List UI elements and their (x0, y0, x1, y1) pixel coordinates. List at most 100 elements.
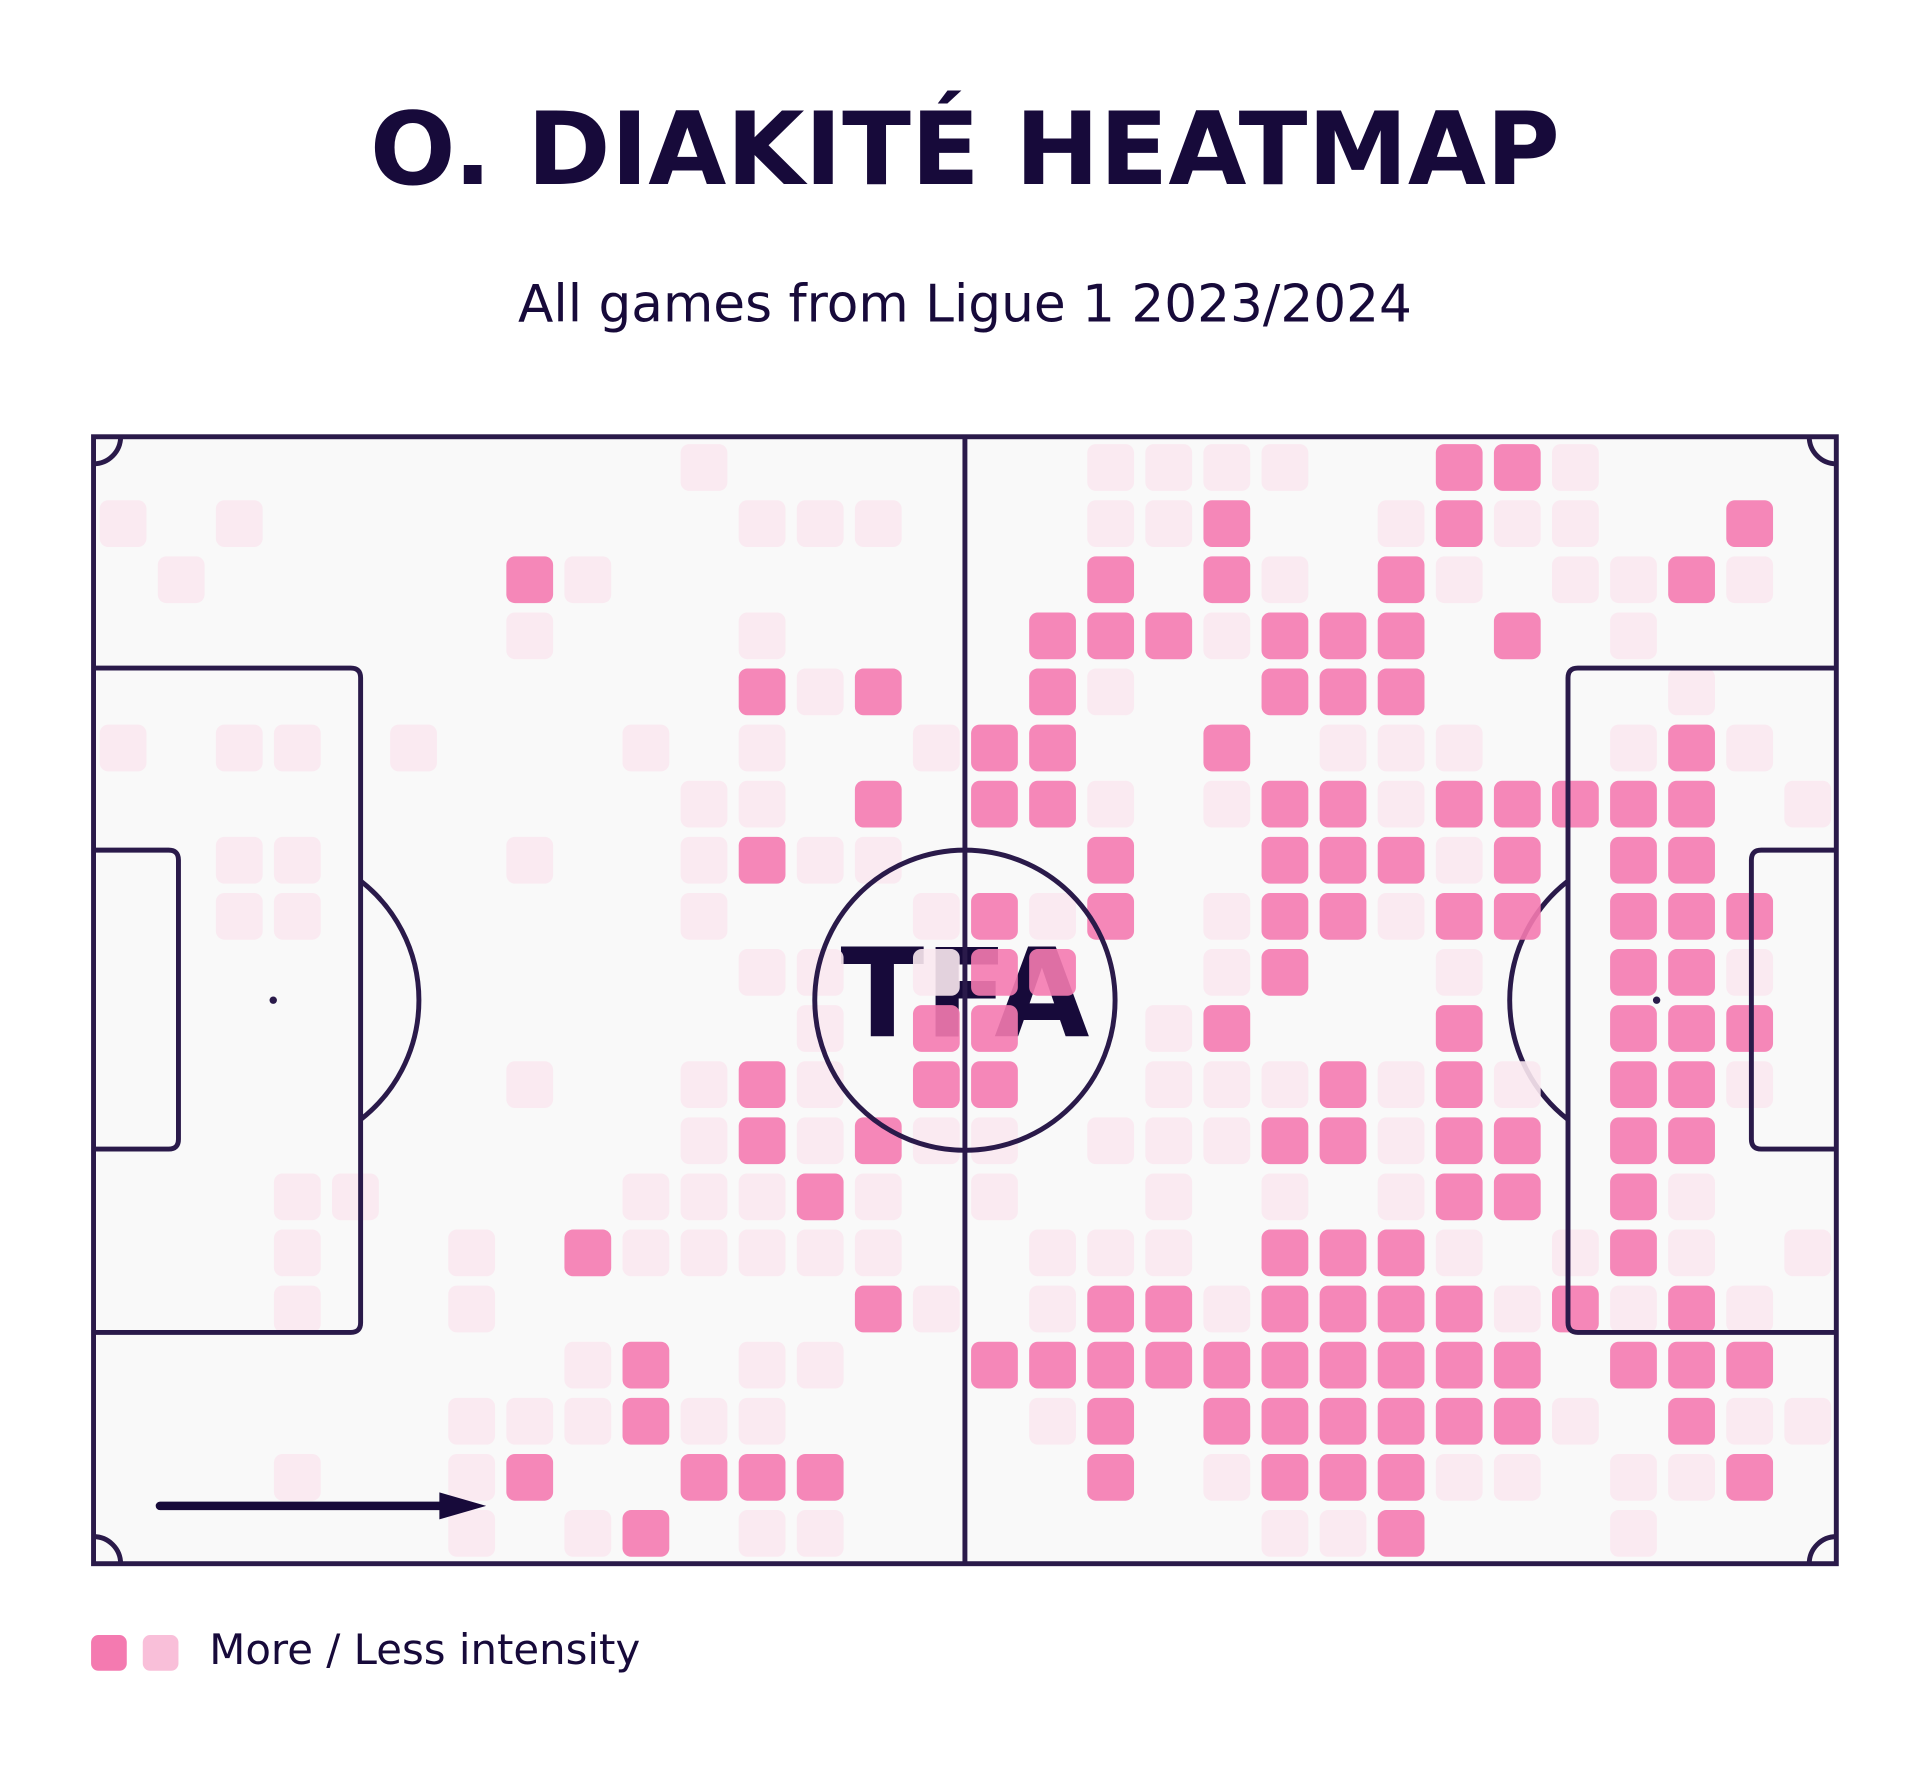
heat-cell (912, 1005, 960, 1052)
heat-cell (1726, 500, 1774, 547)
heat-cell (1435, 949, 1483, 996)
heat-cell (564, 1397, 612, 1445)
heat-cell (1319, 1285, 1367, 1333)
corner-arc (1806, 436, 1837, 467)
legend-swatch (142, 1635, 179, 1671)
heat-cell (1203, 1117, 1251, 1165)
heat-cell (215, 724, 263, 772)
heat-cell (1377, 556, 1425, 604)
heat-cell (796, 1453, 844, 1501)
heat-cell (1726, 724, 1774, 772)
penalty-box (93, 665, 364, 1335)
heat-cell (796, 1005, 844, 1052)
heat-cell (1261, 949, 1309, 996)
heat-cell (854, 500, 902, 547)
heat-cell (1726, 556, 1774, 604)
heat-cell (390, 724, 437, 772)
chart-title: O. DIAKITÉ HEATMAP (370, 89, 1560, 208)
heat-cell (1610, 556, 1657, 604)
heat-cell (1435, 1005, 1483, 1052)
goal-area (93, 847, 181, 1152)
heat-cell (1610, 1510, 1657, 1557)
heat-cell (971, 780, 1018, 828)
heat-cell (1435, 724, 1483, 772)
heat-cell (448, 1397, 496, 1445)
heat-cell (1377, 1341, 1425, 1389)
heat-cell (448, 1285, 496, 1333)
heat-cell (506, 556, 554, 604)
heat-cell (1203, 1005, 1251, 1052)
heat-cell (1668, 1341, 1715, 1389)
heat-cell (1203, 949, 1251, 996)
heat-cell (1668, 724, 1715, 772)
heat-cell (1668, 1005, 1715, 1052)
heat-cell (1435, 1285, 1483, 1333)
heat-cell (1203, 1285, 1251, 1333)
heat-cell (1203, 1397, 1251, 1445)
heat-cell (1203, 1453, 1251, 1501)
heat-cell (854, 1285, 902, 1333)
heat-cell (564, 1341, 612, 1389)
heat-cell (912, 892, 960, 940)
penalty-spot (269, 996, 277, 1004)
heat-cell (1493, 1173, 1541, 1221)
heat-cell (738, 1510, 786, 1557)
heat-cell (1435, 500, 1483, 547)
heat-cell (1552, 556, 1599, 604)
heat-cell (912, 949, 960, 996)
heat-cell (738, 1341, 786, 1389)
heat-cell (1610, 836, 1657, 884)
heat-cell (971, 1061, 1018, 1108)
heat-cell (1029, 724, 1076, 772)
heat-cell (1377, 1397, 1425, 1445)
heat-cell (448, 1453, 496, 1501)
heat-cell (1435, 1117, 1483, 1165)
heat-cell (912, 1285, 960, 1333)
heat-cell (622, 1510, 670, 1557)
heat-cell (1319, 1117, 1367, 1165)
heat-cell (738, 724, 786, 772)
heat-cell (1377, 1117, 1425, 1165)
heat-cell (1493, 1453, 1541, 1501)
heat-cell (680, 836, 728, 884)
heat-cell (1552, 1397, 1599, 1445)
heat-cell (1610, 1117, 1657, 1165)
heat-cell (1377, 836, 1425, 884)
heat-cell (1029, 1341, 1076, 1389)
heat-cell (1261, 780, 1309, 828)
center-circle (812, 847, 1118, 1153)
heat-cell (273, 1453, 321, 1501)
heat-cell (1377, 892, 1425, 940)
heat-cell (1319, 1341, 1367, 1389)
heat-cell (1319, 668, 1367, 716)
heat-cell (1261, 1229, 1309, 1277)
heat-cell (1261, 892, 1309, 940)
heat-cell (1087, 500, 1135, 547)
heat-cell (1145, 1229, 1193, 1277)
heat-cell (1610, 1005, 1657, 1052)
heat-cell (1145, 1117, 1193, 1165)
heat-cell (1668, 1173, 1715, 1221)
heat-cell (1203, 724, 1251, 772)
heat-cell (971, 1173, 1018, 1221)
heat-cell (1261, 612, 1309, 660)
heat-cell (1668, 668, 1715, 716)
heat-cell (1610, 1341, 1657, 1389)
heat-cell (273, 1173, 321, 1221)
heat-cell (1552, 500, 1599, 547)
heat-cell (1029, 780, 1076, 828)
heat-cell (1377, 1510, 1425, 1557)
heat-cell (506, 1453, 554, 1501)
heat-cell (1203, 500, 1251, 547)
heat-cell (738, 668, 786, 716)
heat-cell (680, 1173, 728, 1221)
heat-cell (1203, 444, 1251, 491)
heat-cell (1435, 556, 1483, 604)
heat-cell (1610, 612, 1657, 660)
heat-cell (1319, 724, 1367, 772)
heat-cell (1261, 444, 1309, 491)
heat-cell (1261, 1341, 1309, 1389)
heat-cell (1377, 1453, 1425, 1501)
